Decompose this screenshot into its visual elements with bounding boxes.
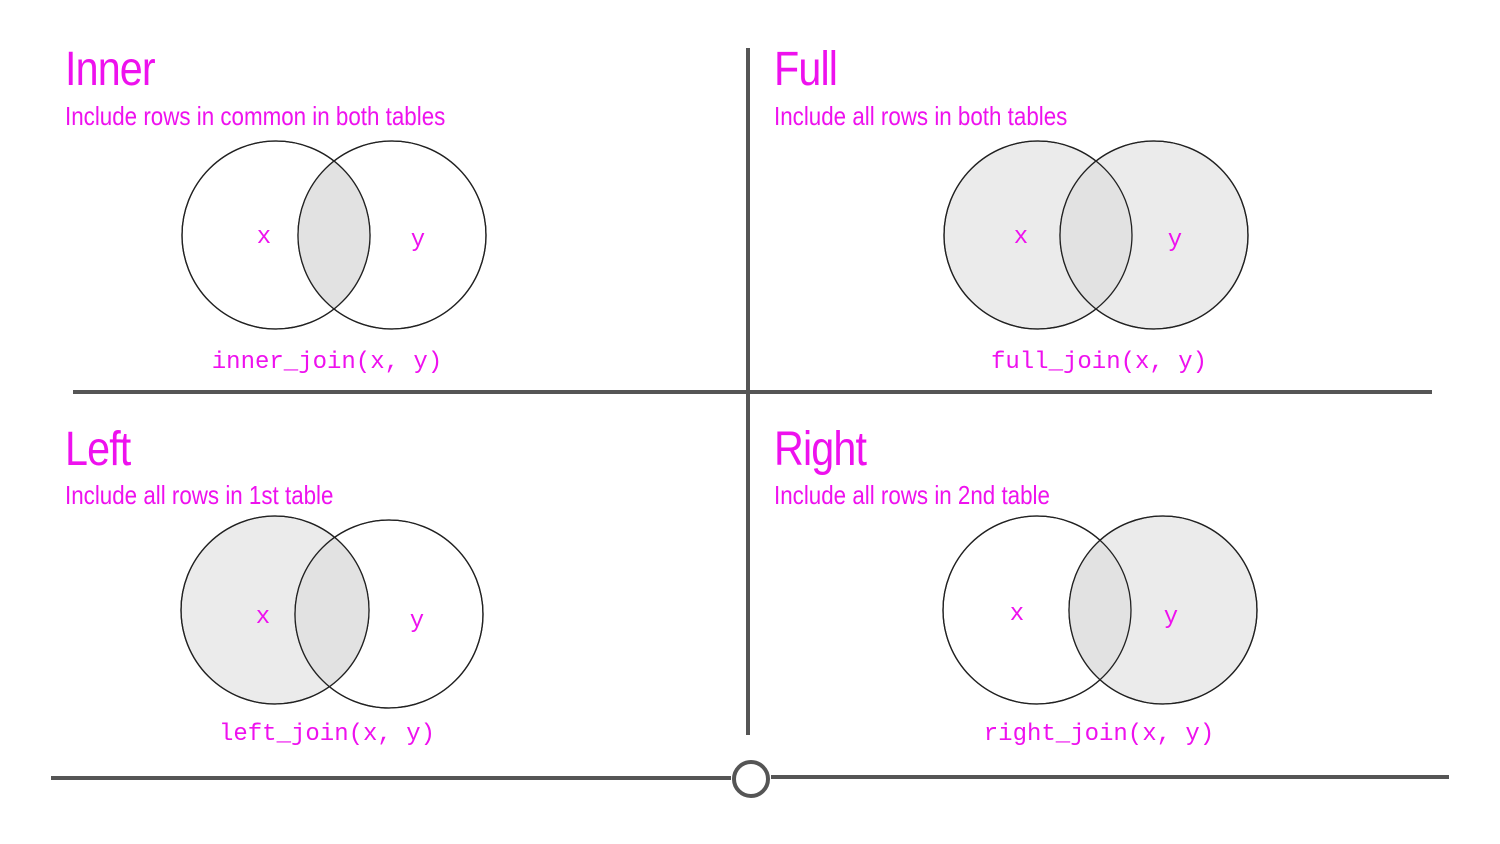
right-overlap-region <box>1069 516 1131 704</box>
right-label-y: y <box>1164 604 1178 631</box>
inner-subtitle: Include rows in common in both tables <box>65 101 446 131</box>
full-overlap-region <box>1060 141 1132 329</box>
left-subtitle: Include all rows in 1st table <box>65 480 334 510</box>
left-overlap-region <box>295 520 369 704</box>
right-title: Right <box>774 423 867 476</box>
right-label-x: x <box>1010 601 1024 628</box>
full-title: Full <box>774 43 838 96</box>
inner-label-y: y <box>411 227 425 254</box>
right-function: right_join(x, y) <box>983 721 1215 748</box>
full-label-y: y <box>1168 227 1182 254</box>
full-subtitle: Include all rows in both tables <box>774 101 1068 131</box>
left-title: Left <box>65 423 131 476</box>
inner-function: inner_join(x, y) <box>211 349 443 376</box>
timeline-node <box>732 760 770 798</box>
left-label-x: x <box>256 604 270 631</box>
left-label-y: y <box>410 608 424 635</box>
inner-label-x: x <box>257 224 271 251</box>
inner-overlap-region <box>298 141 370 329</box>
inner-title: Inner <box>65 43 156 96</box>
full-function: full_join(x, y) <box>990 349 1208 376</box>
left-function: left_join(x, y) <box>218 721 436 748</box>
full-label-x: x <box>1014 224 1028 251</box>
right-subtitle: Include all rows in 2nd table <box>774 480 1050 510</box>
